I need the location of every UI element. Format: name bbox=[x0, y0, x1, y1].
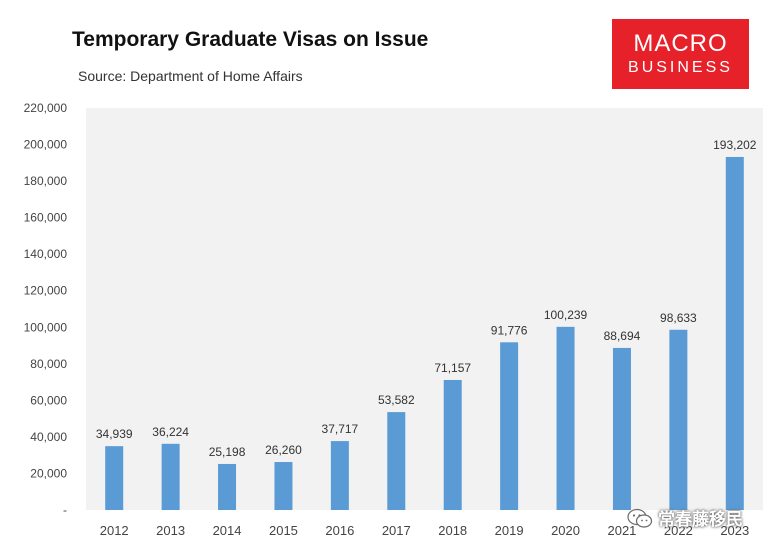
y-tick-label: 120,000 bbox=[24, 284, 68, 298]
y-tick-label: 20,000 bbox=[30, 466, 67, 480]
bar-2019 bbox=[500, 342, 519, 510]
data-label: 71,157 bbox=[434, 361, 471, 375]
x-tick-label: 2016 bbox=[325, 523, 354, 538]
bar-2021 bbox=[612, 347, 631, 510]
bar-2013 bbox=[161, 443, 180, 510]
wechat-icon bbox=[627, 508, 653, 528]
y-tick-label: 200,000 bbox=[24, 138, 68, 152]
y-tick-label: 80,000 bbox=[30, 357, 67, 371]
y-tick-label: 40,000 bbox=[30, 430, 67, 444]
data-label: 193,202 bbox=[713, 138, 757, 152]
data-label: 88,694 bbox=[604, 329, 641, 343]
x-tick-label: 2018 bbox=[438, 523, 467, 538]
bar-2017 bbox=[387, 412, 406, 510]
x-tick-label: 2014 bbox=[213, 523, 242, 538]
y-tick-label: 140,000 bbox=[24, 247, 68, 261]
logo-line-2: BUSINESS bbox=[628, 59, 733, 76]
bar-2020 bbox=[556, 326, 575, 510]
bar-2023 bbox=[725, 156, 744, 510]
data-label: 36,224 bbox=[152, 425, 189, 439]
x-tick-label: 2013 bbox=[156, 523, 185, 538]
watermark-text: 常春藤移民 bbox=[658, 510, 743, 529]
y-tick-label: 180,000 bbox=[24, 174, 68, 188]
data-label: 91,776 bbox=[491, 323, 528, 337]
x-tick-label: 2020 bbox=[551, 523, 580, 538]
macro-business-logo: MACRO BUSINESS bbox=[612, 19, 749, 89]
watermark: 常春藤移民 bbox=[626, 505, 743, 530]
bar-2016 bbox=[330, 441, 349, 510]
x-tick-label: 2021 bbox=[607, 523, 636, 538]
y-tick-label: 160,000 bbox=[24, 211, 68, 225]
data-label: 53,582 bbox=[378, 393, 415, 407]
y-tick-label: 100,000 bbox=[24, 320, 68, 334]
chart-title: Temporary Graduate Visas on Issue bbox=[72, 28, 429, 51]
y-tick-label: 220,000 bbox=[24, 101, 68, 115]
x-tick-label: 2017 bbox=[382, 523, 411, 538]
bar-2022 bbox=[669, 329, 688, 510]
data-label: 34,939 bbox=[96, 427, 133, 441]
x-tick-label: 2019 bbox=[495, 523, 524, 538]
x-tick-label: 2015 bbox=[269, 523, 298, 538]
data-label: 100,239 bbox=[544, 308, 588, 322]
logo-line-1: MACRO bbox=[633, 30, 728, 57]
y-tick-label: 60,000 bbox=[30, 393, 67, 407]
data-label: 98,633 bbox=[660, 311, 697, 325]
plot-area bbox=[86, 108, 763, 510]
data-label: 26,260 bbox=[265, 443, 302, 457]
bar-2012 bbox=[105, 446, 124, 510]
chart-source: Source: Department of Home Affairs bbox=[78, 68, 303, 84]
y-tick-label: - bbox=[63, 503, 67, 517]
x-tick-label: 2023 bbox=[720, 523, 749, 538]
data-label: 25,198 bbox=[209, 445, 246, 459]
bar-2014 bbox=[218, 463, 237, 510]
x-tick-label: 2012 bbox=[100, 523, 129, 538]
data-label: 37,717 bbox=[322, 422, 359, 436]
bar-2015 bbox=[274, 462, 293, 510]
x-tick-label: 2022 bbox=[664, 523, 693, 538]
bar-2018 bbox=[443, 379, 462, 510]
